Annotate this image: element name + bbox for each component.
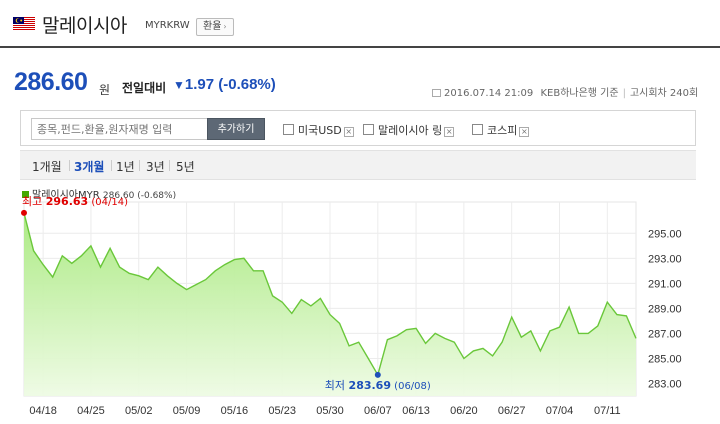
checkbox[interactable] xyxy=(283,124,294,135)
chevron-right-icon: › xyxy=(223,22,227,31)
x-tick-label: 05/23 xyxy=(268,405,296,417)
page-header: 말레이시아 MYRKRW 환율 › xyxy=(0,0,720,48)
divider xyxy=(169,160,170,171)
currency-title: 말레이시아 xyxy=(42,15,127,37)
compare-item-label: 미국USD xyxy=(298,124,342,137)
x-tick-label: 07/11 xyxy=(594,405,621,417)
min-label-part: 최저 xyxy=(325,379,349,392)
current-price: 286.60 xyxy=(14,68,88,96)
chart-legend: 말레이시아MYR 286.60 (-0.68%) xyxy=(22,186,176,201)
price-unit: 원 xyxy=(99,83,111,97)
y-tick-label: 285.00 xyxy=(648,353,682,365)
x-axis-labels: 04/18 04/25 05/02 05/09 05/16 05/23 05/30 06/07… xyxy=(29,405,620,417)
source: KEB하나은행 기준 xyxy=(540,88,619,99)
currency-code: MYRKRW xyxy=(145,20,190,31)
extreme-markers: 최고 296.63 (04/14) 최저 283.69 (06/08) xyxy=(21,196,431,392)
exchange-rate-button-label: 환율 xyxy=(203,21,222,32)
legend-value: 286.60 (-0.68%) xyxy=(102,191,177,201)
divider xyxy=(111,160,112,171)
close-icon[interactable]: × xyxy=(519,127,530,137)
add-compare-button[interactable]: 추가하기 xyxy=(207,118,265,140)
max-point xyxy=(21,209,27,216)
y-tick-label: 287.00 xyxy=(648,328,682,340)
period-tabs: 1개월 3개월 1년 3년 5년 xyxy=(20,150,696,180)
checkbox[interactable] xyxy=(363,124,374,135)
divider xyxy=(69,160,70,171)
max-label-part: (04/14) xyxy=(88,197,128,208)
down-triangle-icon: ▼ xyxy=(173,78,185,92)
y-tick-label: 295.00 xyxy=(648,228,682,240)
tab-1year[interactable]: 1년 xyxy=(116,160,135,174)
compare-item-label: 말레이시아 링 xyxy=(378,124,443,137)
compare-label: 전일대비 xyxy=(122,81,167,95)
y-tick-label: 289.00 xyxy=(648,303,682,315)
compare-item-label: 코스피 xyxy=(487,124,518,137)
max-label: 최고 296.63 (04/14) xyxy=(22,196,128,208)
legend-swatch xyxy=(22,191,29,198)
y-tick-label: 291.00 xyxy=(648,278,682,290)
x-tick-label: 06/20 xyxy=(450,405,478,417)
price-change: ▼1.97 (-0.68%) xyxy=(173,76,276,93)
close-icon[interactable]: × xyxy=(444,127,455,137)
x-tick-label: 05/16 xyxy=(221,405,249,417)
x-tick-label: 06/07 xyxy=(364,405,392,417)
x-tick-label: 06/27 xyxy=(498,405,526,417)
tab-5year[interactable]: 5년 xyxy=(176,160,195,174)
min-label-part: (06/08) xyxy=(391,381,431,392)
x-tick-label: 05/09 xyxy=(173,405,201,417)
divider xyxy=(139,160,140,171)
legend-label: 말레이시아MYR xyxy=(32,190,100,201)
compare-item-usd[interactable]: 미국USD × xyxy=(283,122,354,138)
print-icon[interactable] xyxy=(432,89,441,97)
price-change-value: 1.97 (-0.68%) xyxy=(184,76,276,93)
compare-bar: 추가하기 미국USD× 말레이시아 링× 코스피× xyxy=(20,110,696,146)
malaysia-flag-icon xyxy=(13,17,35,31)
x-tick-label: 07/04 xyxy=(546,405,574,417)
tab-3month[interactable]: 3개월 xyxy=(74,160,105,174)
divider: | xyxy=(622,88,626,99)
y-tick-label: 283.00 xyxy=(648,378,682,390)
price-chart[interactable]: 295.00 293.00 291.00 289.00 287.00 285.00 283.… xyxy=(0,196,720,424)
min-label-part: 283.69 xyxy=(349,379,391,392)
tab-1month[interactable]: 1개월 xyxy=(32,160,62,174)
x-tick-label: 05/30 xyxy=(316,405,344,417)
price-meta: 2016.07.14 21:09 KEB하나은행 기준 | 고시회차 240회 xyxy=(432,84,698,99)
price-summary: 286.60 원 전일대비 ▼1.97 (-0.68%) 2016.07.14 … xyxy=(0,64,720,104)
price-line xyxy=(23,212,637,377)
compare-search-input[interactable] xyxy=(31,118,221,140)
notice-count: 고시회차 240회 xyxy=(629,88,699,99)
checkbox[interactable] xyxy=(472,124,483,135)
price-area xyxy=(24,212,636,396)
max-label-part: 최고 xyxy=(22,196,46,208)
timestamp: 2016.07.14 21:09 xyxy=(444,88,534,99)
min-label: 최저 283.69 (06/08) xyxy=(325,379,431,392)
x-tick-label: 06/13 xyxy=(402,405,430,417)
y-tick-label: 293.00 xyxy=(648,253,682,265)
x-tick-label: 04/25 xyxy=(77,405,105,417)
max-label-part: 296.63 xyxy=(46,196,88,208)
close-icon[interactable]: × xyxy=(343,127,354,137)
y-axis-labels: 295.00 293.00 291.00 289.00 287.00 285.00 283.… xyxy=(648,228,682,390)
x-tick-label: 04/18 xyxy=(29,405,57,417)
compare-item-myr[interactable]: 말레이시아 링 × xyxy=(363,122,455,138)
compare-item-kospi[interactable]: 코스피 × xyxy=(472,122,530,138)
x-tick-label: 05/02 xyxy=(125,405,153,417)
tab-3year[interactable]: 3년 xyxy=(146,160,165,174)
exchange-rate-button[interactable]: 환율 › xyxy=(196,18,234,36)
min-point xyxy=(374,371,381,378)
